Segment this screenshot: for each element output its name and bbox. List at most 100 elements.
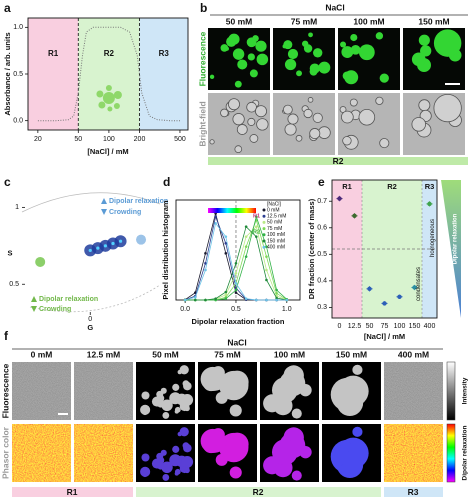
micrograph [12, 424, 71, 482]
droplet [340, 378, 352, 390]
arrow-icon [31, 306, 37, 312]
droplet [352, 364, 363, 375]
icon [102, 92, 115, 104]
point [204, 252, 207, 255]
x-tick-label: 0 [88, 316, 92, 323]
droplet [350, 33, 358, 42]
point [244, 225, 248, 228]
icon [107, 106, 113, 112]
droplet [172, 445, 180, 453]
point [427, 201, 432, 207]
droplet [247, 53, 255, 61]
droplet [160, 449, 167, 456]
point [337, 196, 342, 201]
gradient-wedge [441, 180, 461, 318]
region-label: R2 [333, 156, 344, 166]
droplet [313, 48, 323, 58]
droplet [225, 370, 249, 394]
droplet [308, 32, 313, 38]
legend-label: 75 mM [267, 226, 282, 232]
y-tick-label: 0.0 [13, 118, 23, 125]
point-core [111, 241, 115, 246]
droplet [340, 41, 347, 48]
droplet [162, 474, 170, 481]
droplet [358, 108, 376, 126]
annotation: Dipolar relaxation [109, 198, 168, 205]
legend-swatch [262, 208, 266, 212]
micrograph [273, 28, 335, 90]
droplet [161, 461, 173, 473]
point [254, 215, 258, 218]
annotation: Crowding [109, 209, 141, 216]
region-label: R3 [425, 182, 435, 191]
y-tick-label: 0.5 [317, 251, 327, 258]
y-axis-label: DR fraction (center of mass) [307, 198, 316, 299]
x-tick-label: 50 [74, 136, 82, 143]
droplet [181, 394, 194, 406]
droplet [151, 458, 163, 469]
point [397, 294, 402, 299]
x-tick-label: 0.0 [180, 306, 190, 313]
droplet [209, 139, 215, 145]
legend-label: 0 mM [267, 207, 280, 213]
droplet [232, 113, 245, 126]
header: NaCl [227, 337, 246, 347]
region-bar [136, 487, 381, 497]
region-label: R1 [342, 182, 352, 191]
droplet [303, 44, 313, 53]
wedge-label: Dipolar relaxation [453, 213, 459, 264]
legend-label: 50 mM [267, 220, 282, 226]
droplet [291, 408, 302, 419]
panel-label: e [318, 175, 325, 189]
droplet [174, 406, 181, 413]
point-core [88, 248, 92, 253]
column-label: 0 mM [31, 349, 53, 359]
legend-group: R1 [253, 213, 260, 219]
droplet [177, 369, 182, 375]
point-core [103, 244, 108, 248]
panel-label: a [4, 1, 11, 15]
droplet [340, 440, 352, 452]
icon [105, 85, 112, 91]
droplet [307, 97, 314, 103]
region [28, 18, 79, 130]
droplet [140, 404, 151, 415]
micrograph [273, 93, 335, 155]
droplet [433, 93, 462, 123]
droplet [282, 104, 293, 115]
x-tick-label: 1.0 [282, 306, 292, 313]
point [224, 293, 228, 296]
droplet [141, 453, 150, 462]
panel-label: b [200, 1, 207, 15]
droplet [228, 33, 240, 45]
x-tick-label: 400 [424, 323, 436, 330]
droplet [161, 399, 173, 411]
point [35, 256, 46, 267]
droplet [375, 32, 384, 40]
x-tick-label: 100 [394, 323, 406, 330]
x-axis-label: Dipolar relaxation fraction [192, 317, 285, 326]
droplet [232, 48, 245, 60]
droplet [411, 117, 426, 132]
row-label: Fluorescence [0, 363, 10, 418]
point [382, 301, 387, 306]
droplet [255, 40, 267, 52]
region-label: R1 [48, 49, 59, 58]
point [412, 285, 417, 290]
x-tick-label: 200 [134, 136, 146, 143]
icon [96, 90, 104, 98]
droplet [141, 391, 150, 400]
region [139, 18, 188, 130]
column-label: 75 mM [214, 349, 240, 359]
droplet [340, 461, 357, 477]
region [78, 18, 140, 130]
panel-label: d [163, 175, 170, 189]
region-label: R3 [408, 487, 419, 497]
droplet [287, 48, 299, 60]
side-label: homogeneous [430, 219, 436, 257]
region-bar [12, 487, 133, 497]
legend-title: [NaCl] [267, 201, 282, 207]
droplet [255, 105, 268, 118]
droplet [234, 80, 242, 88]
point [234, 291, 238, 294]
